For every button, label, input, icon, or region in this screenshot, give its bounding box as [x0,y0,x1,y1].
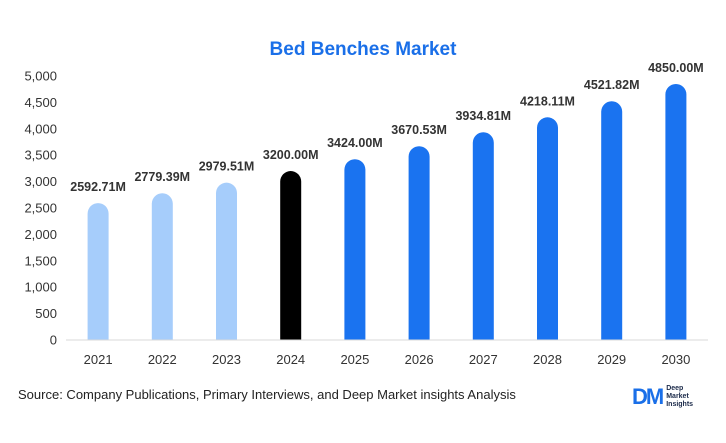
x-tick-label: 2025 [340,352,369,367]
data-label-2022: 2779.39M [134,170,190,184]
bar-2023 [216,182,237,340]
bar-2024 [280,171,302,340]
data-label-2027: 3934.81M [455,109,511,123]
data-label-2021: 2592.71M [70,180,126,194]
data-label-2023: 2979.51M [199,160,255,174]
y-tick-label: 5,000 [24,69,57,84]
data-label-2024: 3200.00M [263,148,319,162]
data-label-2026: 3670.53M [391,123,447,137]
logo-line-1: Deep [666,385,684,392]
bar-2030 [665,83,687,341]
y-tick-label: 1,000 [24,280,57,295]
company-logo: DM Deep Market Insights [632,385,693,409]
logo-line-2: Market [666,393,689,400]
chart-title: Bed Benches Market [270,39,458,60]
source-footnote: Source: Company Publications, Primary In… [18,387,516,402]
y-tick-label: 3,000 [24,174,57,189]
source-text: : Company Publications, Primary Intervie… [59,387,516,402]
bar-chart: Bed Benches Market 0 500 1,000 1,500 2,000 2,… [24,39,708,367]
bar-2025 [344,159,366,340]
bar-2027 [472,132,494,340]
y-tick-label: 1,500 [24,253,57,268]
bar-2026 [408,146,430,340]
x-tick-label: 2028 [533,352,562,367]
x-tick-label: 2027 [469,352,498,367]
x-tick-label: 2021 [84,352,113,367]
data-labels-group: 2592.71M 2779.39M 2979.51M 3200.00M 3424.00M… [70,61,703,194]
bar-2028 [537,117,558,341]
x-tick-label: 2030 [661,352,690,367]
logo-line-3: Insights [666,401,694,408]
data-label-2025: 3424.00M [327,136,383,150]
x-axis: 2021 2022 2023 2024 2025 2026 2027 2028 2029 2030 [66,339,708,367]
x-tick-label: 2024 [276,352,305,367]
data-label-2028: 4218.11M [520,94,575,108]
y-tick-label: 4,000 [24,121,57,136]
y-tick-label: 4,500 [24,95,57,110]
bars-group [87,83,687,341]
y-tick-label: 2,500 [24,201,57,216]
data-label-2029: 4521.82M [584,78,640,92]
y-tick-label: 2,000 [24,227,57,242]
source-label: Source [18,387,60,402]
y-tick-label: 0 [50,333,57,348]
y-axis: 0 500 1,000 1,500 2,000 2,500 3,000 3,500 4,000 4… [24,69,57,348]
logo-mark: DM [632,384,664,409]
y-tick-label: 3,500 [24,148,57,163]
bar-2021 [87,203,109,340]
x-tick-label: 2029 [597,352,626,367]
x-tick-label: 2023 [212,352,241,367]
logo-text: Deep Market Insights [666,385,693,409]
data-label-2030: 4850.00M [648,61,704,75]
x-tick-label: 2022 [148,352,177,367]
y-tick-label: 500 [35,306,57,321]
x-tick-label: 2026 [405,352,434,367]
bar-2029 [601,101,623,341]
bar-2022 [151,193,173,340]
